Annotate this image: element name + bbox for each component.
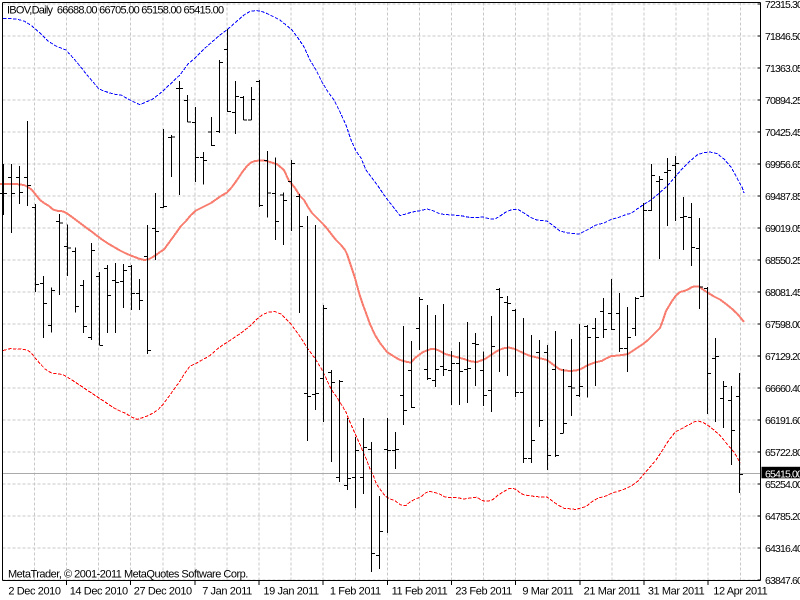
svg-text:IBOV,Daily 66688.00 66705.00: IBOV,Daily 66688.00 66705.00 65158.00 65…	[7, 5, 224, 17]
svg-text:11 Feb 2011: 11 Feb 2011	[392, 586, 448, 598]
svg-text:71363.05: 71363.05	[765, 63, 800, 75]
svg-text:9 Mar 2011: 9 Mar 2011	[522, 586, 573, 598]
svg-text:72315.30: 72315.30	[765, 0, 800, 11]
svg-text:27 Dec 2010: 27 Dec 2010	[134, 586, 192, 598]
svg-text:67598.00: 67598.00	[765, 319, 800, 331]
svg-text:12 Apr 2011: 12 Apr 2011	[713, 586, 767, 598]
svg-text:69956.65: 69956.65	[765, 159, 800, 171]
svg-text:65415.00: 65415.00	[765, 468, 800, 480]
svg-text:68081.45: 68081.45	[765, 287, 800, 299]
svg-text:63847.60: 63847.60	[765, 575, 800, 587]
svg-text:67129.20: 67129.20	[765, 351, 800, 363]
svg-text:MetaTrader, © 2001-2011 MetaQu: MetaTrader, © 2001-2011 MetaQuotes Softw…	[8, 569, 248, 581]
svg-text:1 Feb 2011: 1 Feb 2011	[330, 586, 381, 598]
svg-text:7 Jan 2011: 7 Jan 2011	[202, 586, 252, 598]
svg-text:70894.25: 70894.25	[765, 95, 800, 107]
svg-text:70425.45: 70425.45	[765, 127, 800, 139]
svg-text:31 Mar 2011: 31 Mar 2011	[648, 586, 705, 598]
svg-text:14 Dec 2010: 14 Dec 2010	[70, 586, 128, 598]
svg-text:66191.60: 66191.60	[765, 415, 800, 427]
svg-text:21 Mar 2011: 21 Mar 2011	[584, 586, 641, 598]
svg-text:66660.40: 66660.40	[765, 383, 800, 395]
svg-text:65722.80: 65722.80	[765, 447, 800, 459]
svg-text:19 Jan 2011: 19 Jan 2011	[263, 586, 319, 598]
svg-text:71846.50: 71846.50	[765, 31, 800, 43]
svg-text:23 Feb 2011: 23 Feb 2011	[455, 586, 512, 598]
svg-text:2 Dec 2010: 2 Dec 2010	[8, 586, 61, 598]
svg-text:65254.00: 65254.00	[765, 479, 800, 491]
svg-text:64316.40: 64316.40	[765, 543, 800, 555]
svg-text:69487.85: 69487.85	[765, 191, 800, 203]
svg-text:68550.25: 68550.25	[765, 255, 800, 267]
svg-text:69019.05: 69019.05	[765, 223, 800, 235]
svg-text:64785.20: 64785.20	[765, 511, 800, 523]
